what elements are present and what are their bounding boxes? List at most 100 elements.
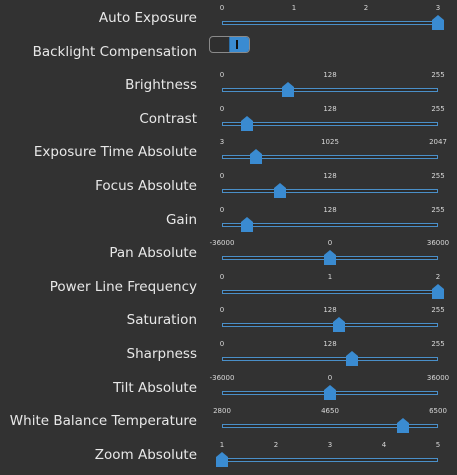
slider-track[interactable] bbox=[222, 223, 438, 227]
slider-tick-labels: 0 128 255 bbox=[219, 172, 445, 182]
tick-label: 3 bbox=[327, 441, 333, 449]
tick-label: 0 bbox=[327, 374, 333, 382]
exposure-time-absolute-slider[interactable]: 3 1025 2047 bbox=[219, 138, 447, 172]
tick-label: 0 bbox=[327, 239, 333, 247]
tick-label: 255 bbox=[431, 306, 445, 314]
white-balance-temperature-label: White Balance Temperature bbox=[9, 413, 197, 429]
tick-label: 0 bbox=[219, 206, 225, 214]
tick-label: 128 bbox=[323, 71, 337, 79]
saturation-label: Saturation bbox=[126, 312, 197, 328]
toggle-knob bbox=[229, 37, 249, 52]
auto-exposure-label: Auto Exposure bbox=[98, 10, 197, 26]
tick-label: 4650 bbox=[321, 407, 339, 415]
slider-handle[interactable] bbox=[432, 284, 444, 299]
brightness-label: Brightness bbox=[125, 77, 197, 93]
backlight-compensation-toggle[interactable] bbox=[209, 36, 250, 53]
slider-handle[interactable] bbox=[432, 15, 444, 30]
tick-label: 36000 bbox=[426, 239, 450, 247]
focus-absolute-label: Focus Absolute bbox=[95, 178, 197, 194]
slider-handle[interactable] bbox=[324, 250, 336, 265]
tick-label: 0 bbox=[219, 105, 225, 113]
tick-label: 0 bbox=[219, 306, 225, 314]
white-balance-temperature-slider[interactable]: 2800 4650 6500 bbox=[213, 407, 447, 441]
slider-tick-labels: 0 128 255 bbox=[219, 105, 445, 115]
zoom-absolute-slider[interactable]: 1 2 3 4 5 bbox=[216, 441, 441, 475]
sharpness-slider[interactable]: 0 128 255 bbox=[219, 340, 445, 374]
tick-label: 0 bbox=[219, 273, 225, 281]
slider-track[interactable] bbox=[222, 21, 438, 25]
tick-label: 3 bbox=[219, 138, 225, 146]
tick-label: 0 bbox=[219, 4, 225, 12]
zoom-absolute-label: Zoom Absolute bbox=[94, 447, 197, 463]
slider-track[interactable] bbox=[222, 323, 438, 327]
slider-tick-labels: 0 128 255 bbox=[219, 206, 445, 216]
slider-track[interactable] bbox=[222, 458, 438, 462]
exposure-time-absolute-label: Exposure Time Absolute bbox=[33, 144, 197, 160]
slider-tick-labels: 0 128 255 bbox=[219, 71, 445, 81]
slider-handle[interactable] bbox=[324, 385, 336, 400]
tilt-absolute-label: Tilt Absolute bbox=[113, 380, 197, 396]
tick-label: 255 bbox=[431, 340, 445, 348]
tick-label: 128 bbox=[323, 340, 337, 348]
slider-handle[interactable] bbox=[332, 317, 345, 332]
tick-label: 2 bbox=[435, 273, 441, 281]
power-line-frequency-label: Power Line Frequency bbox=[49, 279, 197, 295]
contrast-slider[interactable]: 0 128 255 bbox=[219, 105, 445, 139]
slider-tick-labels: 3 1025 2047 bbox=[219, 138, 447, 148]
auto-exposure-slider[interactable]: 0 1 2 3 bbox=[219, 4, 444, 38]
slider-track[interactable] bbox=[222, 357, 438, 361]
tick-label: 0 bbox=[219, 172, 225, 180]
tick-label: 255 bbox=[431, 105, 445, 113]
tick-label: 1 bbox=[219, 441, 225, 449]
backlight-compensation-label: Backlight Compensation bbox=[32, 44, 197, 60]
tick-label: 5 bbox=[435, 441, 441, 449]
brightness-slider[interactable]: 0 128 255 bbox=[219, 71, 445, 105]
focus-absolute-slider[interactable]: 0 128 255 bbox=[219, 172, 445, 206]
tick-label: 36000 bbox=[426, 374, 450, 382]
slider-handle[interactable] bbox=[396, 418, 409, 433]
pan-absolute-slider[interactable]: -36000 0 36000 bbox=[210, 239, 450, 273]
tick-label: 2047 bbox=[429, 138, 447, 146]
tick-label: 6500 bbox=[429, 407, 447, 415]
tick-label: 128 bbox=[323, 172, 337, 180]
slider-tick-labels: -36000 0 36000 bbox=[210, 374, 450, 384]
slider-track[interactable] bbox=[222, 290, 438, 294]
slider-track[interactable] bbox=[222, 189, 438, 193]
slider-track[interactable] bbox=[222, 88, 438, 92]
tick-label: -36000 bbox=[209, 374, 235, 382]
slider-track[interactable] bbox=[222, 424, 438, 428]
tick-label: 128 bbox=[323, 206, 337, 214]
tick-label: 128 bbox=[323, 105, 337, 113]
slider-handle[interactable] bbox=[346, 351, 359, 366]
tick-label: 128 bbox=[323, 306, 337, 314]
tick-label: 0 bbox=[219, 340, 225, 348]
slider-tick-labels: 0 128 255 bbox=[219, 306, 445, 316]
slider-track[interactable] bbox=[222, 155, 438, 159]
tick-label: -36000 bbox=[209, 239, 235, 247]
slider-tick-labels: 2800 4650 6500 bbox=[213, 407, 447, 417]
tick-label: 2 bbox=[273, 441, 279, 449]
slider-track[interactable] bbox=[222, 122, 438, 126]
tick-label: 255 bbox=[431, 71, 445, 79]
toggle-on-marker bbox=[236, 40, 238, 49]
slider-handle[interactable] bbox=[241, 116, 254, 131]
tick-label: 2 bbox=[363, 4, 369, 12]
tick-label: 0 bbox=[219, 71, 225, 79]
slider-handle[interactable] bbox=[241, 217, 254, 232]
slider-handle[interactable] bbox=[250, 149, 263, 164]
saturation-slider[interactable]: 0 128 255 bbox=[219, 306, 445, 340]
tick-label: 3 bbox=[435, 4, 441, 12]
power-line-frequency-slider[interactable]: 0 1 2 bbox=[219, 273, 444, 307]
slider-tick-labels: 0 128 255 bbox=[219, 340, 445, 350]
gain-slider[interactable]: 0 128 255 bbox=[219, 206, 445, 240]
tick-label: 1 bbox=[291, 4, 297, 12]
tick-label: 4 bbox=[381, 441, 387, 449]
slider-handle[interactable] bbox=[282, 82, 295, 97]
contrast-label: Contrast bbox=[139, 111, 197, 127]
slider-handle[interactable] bbox=[216, 452, 228, 467]
tilt-absolute-slider[interactable]: -36000 0 36000 bbox=[210, 374, 450, 408]
slider-handle[interactable] bbox=[273, 183, 286, 198]
tick-label: 255 bbox=[431, 172, 445, 180]
slider-tick-labels: -36000 0 36000 bbox=[210, 239, 450, 249]
slider-tick-labels: 0 1 2 bbox=[219, 273, 441, 283]
